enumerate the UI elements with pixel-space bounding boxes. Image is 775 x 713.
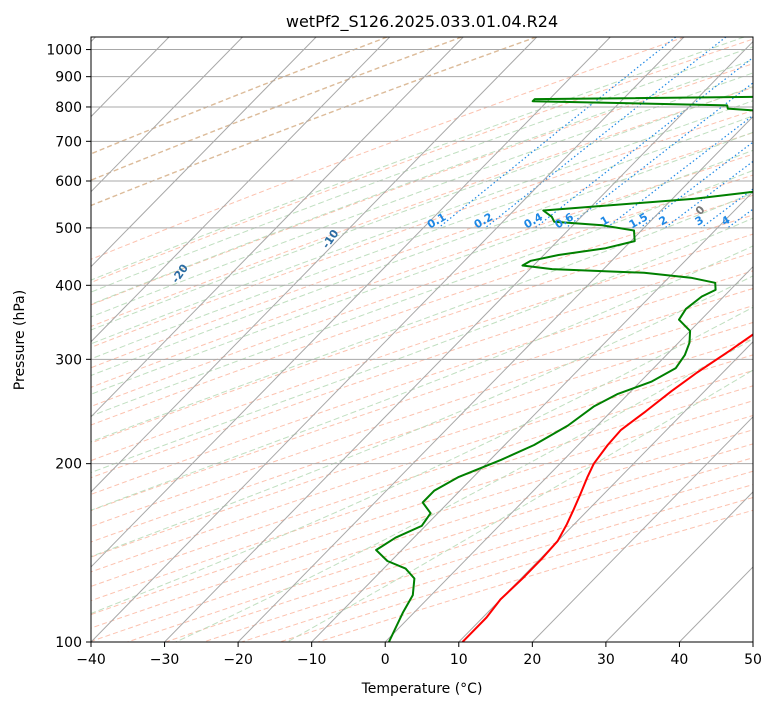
mixing-ratio-label: 6 <box>758 213 771 228</box>
y-tick-label: 200 <box>55 457 82 473</box>
x-tick-label: −40 <box>76 652 106 668</box>
y-tick-label: 700 <box>55 134 82 150</box>
y-axis-label: Pressure (hPa) <box>12 290 28 390</box>
isotherm-line <box>753 37 775 642</box>
y-tick-label: 900 <box>55 70 82 86</box>
x-tick-label: 20 <box>523 652 541 668</box>
y-tick-label: 400 <box>55 278 82 294</box>
x-axis-label: Temperature (°C) <box>361 681 483 697</box>
y-tick-label: 800 <box>55 100 82 116</box>
x-tick-label: 0 <box>381 652 390 668</box>
y-tick-label: 1000 <box>46 43 82 59</box>
y-tick-label: 500 <box>55 221 82 237</box>
y-tick-label: 100 <box>55 635 82 651</box>
dry-adiabat-label: -30 <box>29 295 51 319</box>
x-tick-label: 50 <box>744 652 762 668</box>
chart-title: wetPf2_S126.2025.033.01.04.R24 <box>286 12 558 32</box>
x-tick-label: 30 <box>597 652 615 668</box>
x-tick-label: −20 <box>223 652 253 668</box>
x-tick-label: −10 <box>297 652 327 668</box>
x-tick-label: −30 <box>150 652 180 668</box>
y-tick-label: 600 <box>55 174 82 190</box>
mixing-ratio-line <box>766 37 775 228</box>
y-tick-label: 300 <box>55 352 82 368</box>
x-tick-label: 10 <box>450 652 468 668</box>
x-tick-label: 40 <box>671 652 689 668</box>
